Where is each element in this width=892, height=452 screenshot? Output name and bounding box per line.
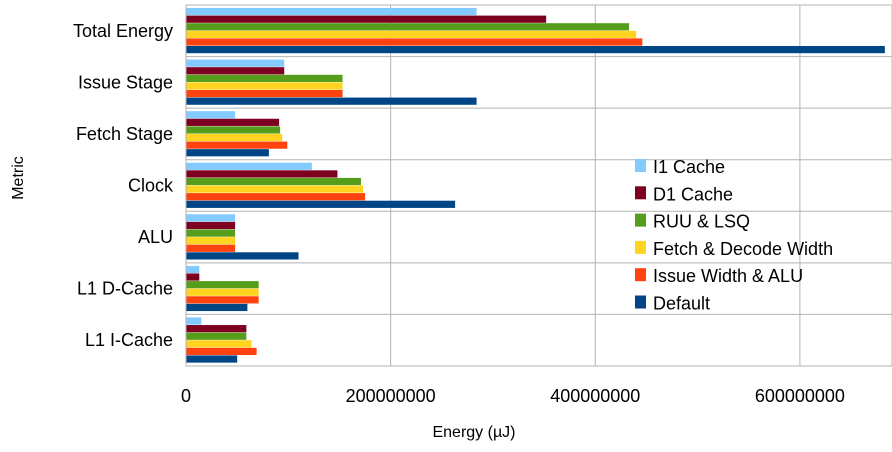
x-axis-title: Energy (µJ) [432,424,515,441]
bar [186,296,259,304]
bar [186,340,252,348]
plot-area [185,4,892,367]
bar-group [186,111,288,157]
bar [186,229,236,237]
legend-item: RUU & LSQ [635,212,750,232]
plot-background [185,4,892,367]
y-axis-title: Metric [10,156,27,200]
bar-group [186,317,257,363]
bar [186,30,637,38]
bar-group [186,265,259,312]
legend-item: Issue Width & ALU [635,266,803,286]
bar [186,303,248,312]
legend-label: Fetch & Decode Width [653,239,833,259]
legend: I1 Cache D1 Cache RUU & LSQ Fetch & Decode … [635,157,833,314]
bar [186,59,285,67]
legend-label: RUU & LSQ [653,212,750,232]
bar [186,221,236,230]
bar [186,118,280,126]
legend-swatch [635,240,646,254]
bar [186,252,299,260]
bar [186,141,288,149]
y-tick-label: Issue Stage [78,72,173,92]
bar [186,8,477,16]
bar [186,74,343,82]
bar [186,126,281,134]
legend-swatch [635,186,646,200]
y-axis-labels: Total Energy Issue Stage Fetch Stage Clock A… [73,21,174,350]
bar-group [186,59,477,105]
bar [186,265,200,274]
bar [186,97,477,105]
legend-item: Default [635,294,710,314]
legend-swatch [635,159,646,172]
bar [186,332,247,340]
x-tick-label: 200000000 [346,386,436,406]
bar [186,317,202,325]
legend-item: D1 Cache [635,184,733,204]
bar [186,355,238,363]
bar [186,15,547,23]
y-tick-label: L1 D-Cache [77,279,173,299]
bar-group [186,214,299,260]
bars [186,8,885,363]
bar [186,288,259,296]
bar [186,281,259,289]
gridlines [185,5,892,366]
legend-label: I1 Cache [653,157,725,177]
legend-swatch [635,295,646,309]
legend-swatch [635,213,646,227]
legend-label: D1 Cache [653,184,733,204]
x-tick-label: 400000000 [550,386,640,406]
legend-label: Default [653,294,710,314]
bar [186,38,643,46]
legend-swatch [635,268,646,282]
legend-label: Issue Width & ALU [653,266,803,286]
bar [186,89,343,98]
bar [186,200,456,208]
bar [186,111,236,119]
y-tick-label: Total Energy [73,21,173,41]
bar [186,170,338,178]
bar [186,46,885,54]
y-tick-label: Clock [128,176,174,196]
bar [186,347,257,356]
legend-item: I1 Cache [635,157,725,177]
bar [186,214,236,222]
y-tick-label: L1 I-Cache [85,330,173,350]
bar-group [186,8,885,54]
x-tick-label: 600000000 [755,386,845,406]
bar [186,162,312,170]
x-axis-labels: 0 200000000 400000000 600000000 [181,386,845,406]
bar [186,237,236,245]
y-tick-label: ALU [138,227,173,247]
bar [186,149,269,157]
bar [186,244,236,252]
bar [186,273,200,281]
bar [186,325,247,333]
bar [186,67,285,75]
bar [186,133,283,142]
legend-item: Fetch & Decode Width [635,239,833,259]
bar [186,177,361,186]
bar-group [186,162,456,208]
bar [186,185,364,193]
bar [186,82,343,90]
x-tick-label: 0 [181,386,191,406]
bar [186,23,630,31]
bar [186,193,366,201]
y-tick-label: Fetch Stage [76,124,173,144]
